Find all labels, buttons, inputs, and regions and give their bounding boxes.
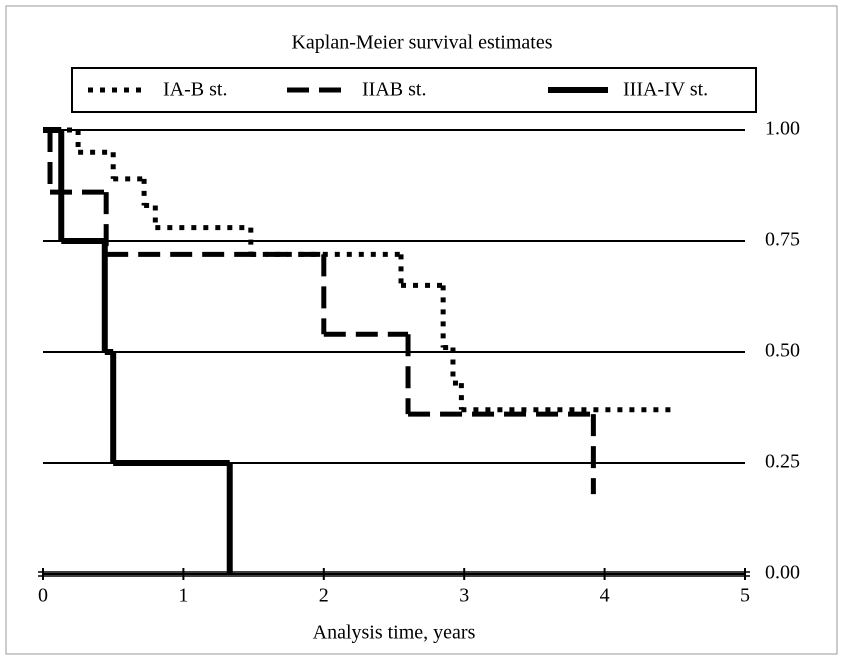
x-tick-label: 1 <box>178 585 188 607</box>
x-tick-label: 0 <box>38 585 48 607</box>
legend-label: IIIA-IV st. <box>623 79 708 101</box>
chart-title: Kaplan-Meier survival estimates <box>291 32 552 54</box>
y-tick-label: 0.50 <box>765 340 800 362</box>
x-tick-label: 5 <box>740 585 750 607</box>
legend-box <box>71 67 757 113</box>
x-tick-label: 4 <box>600 585 610 607</box>
y-tick-label: 0.75 <box>765 229 800 251</box>
x-tick-label: 3 <box>459 585 469 607</box>
legend-label: IIAB st. <box>362 79 426 101</box>
y-tick-label: 1.00 <box>765 118 800 140</box>
y-tick-label: 0.25 <box>765 451 800 473</box>
frame <box>5 5 838 655</box>
legend-label: IA-B st. <box>163 79 227 101</box>
plot: 0.00 0.25 0.50 0.75 1.00 0 1 2 3 4 5 IA-B st. IIAB s… <box>38 79 800 607</box>
y-tick-label: 0.00 <box>765 562 800 584</box>
x-axis-title: Analysis time, years <box>313 622 476 644</box>
x-tick-label: 2 <box>319 585 329 607</box>
